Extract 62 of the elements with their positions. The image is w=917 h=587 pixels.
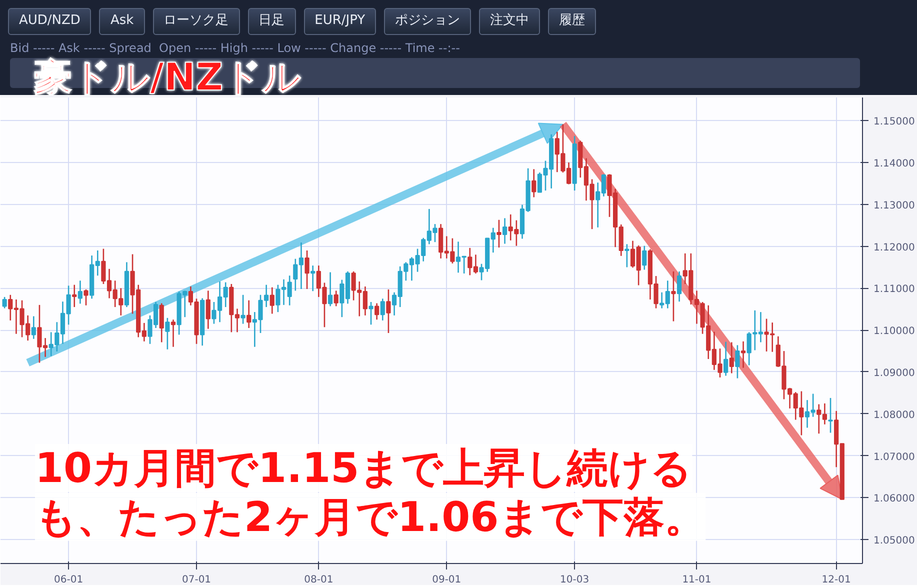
y-tick-label: 1.08000 xyxy=(874,410,915,421)
chart-title: 豪ドル/NZドル xyxy=(34,54,302,101)
candlestick xyxy=(740,340,746,368)
candlestick xyxy=(159,302,164,343)
x-tick-label: 09-01 xyxy=(432,574,462,586)
x-tick-label: 08-01 xyxy=(304,574,334,586)
text: 履歴 xyxy=(548,8,596,35)
annotation: も、たった2ヶ月で1.06まで下落。 xyxy=(34,492,706,541)
y-tick-label: 1.09000 xyxy=(874,368,915,379)
candlestick xyxy=(328,272,333,307)
x-tick-label: 12-01 xyxy=(822,574,851,586)
y-tick-label: 1.14000 xyxy=(874,158,915,170)
y-tick-label: 1.06000 xyxy=(874,494,915,505)
candlestick xyxy=(532,168,536,198)
candlestick xyxy=(386,288,391,334)
annotation: 10カ月間で1.15まで上昇し続ける xyxy=(34,444,692,492)
y-tick-label: 1.12000 xyxy=(874,242,915,254)
candlestick xyxy=(624,244,630,268)
candlestick xyxy=(676,270,682,302)
y-tick-label: 1.15000 xyxy=(874,116,915,128)
candlestick xyxy=(334,290,338,307)
text: EUR/JPY xyxy=(304,8,376,35)
text: ポジション xyxy=(384,8,472,35)
candlestick xyxy=(72,284,77,308)
candlestick xyxy=(729,342,734,374)
candlestick xyxy=(206,290,210,330)
candlestick xyxy=(642,245,647,270)
candlestick xyxy=(380,298,385,322)
candlestick xyxy=(735,344,740,379)
x-tick-label: 11-01 xyxy=(682,574,712,586)
y-tick-label: 1.07000 xyxy=(874,452,915,463)
x-tick-label: 06-01 xyxy=(54,574,84,586)
text: ローソク足 xyxy=(152,8,240,35)
candlestick xyxy=(84,288,88,306)
candlestick xyxy=(78,280,82,304)
text: Ask xyxy=(99,8,145,35)
text: 注文中 xyxy=(479,8,540,35)
candlestick xyxy=(304,250,310,290)
candlestick xyxy=(828,397,833,434)
candlestick xyxy=(2,296,7,309)
candlestick xyxy=(310,264,316,292)
candlestick xyxy=(240,294,246,324)
x-tick-label: 07-01 xyxy=(182,574,212,586)
y-tick-label: 1.05000 xyxy=(874,536,915,547)
text: AUD/NZD xyxy=(8,8,92,35)
candlestick xyxy=(374,302,380,320)
candlestick xyxy=(502,218,508,244)
candlestick xyxy=(724,341,728,376)
candlestick xyxy=(246,300,252,329)
y-tick-label: 1.11000 xyxy=(874,284,915,296)
x-tick-label: 10-03 xyxy=(560,574,590,586)
text: Bid ----- Ask ----- Spread Open ----- High ----- Low ----- Change ----- Time --:-- xyxy=(10,40,460,57)
candlestick xyxy=(165,317,170,350)
candlestick xyxy=(270,286,274,314)
candlestick xyxy=(671,270,676,322)
candlestick xyxy=(31,316,36,340)
candlestick xyxy=(496,219,502,248)
text: 日足 xyxy=(248,8,296,35)
candlestick xyxy=(170,318,176,348)
y-tick-label: 1.13000 xyxy=(874,200,915,212)
y-tick-label: 1.10000 xyxy=(874,326,915,338)
candlestick xyxy=(368,301,374,326)
